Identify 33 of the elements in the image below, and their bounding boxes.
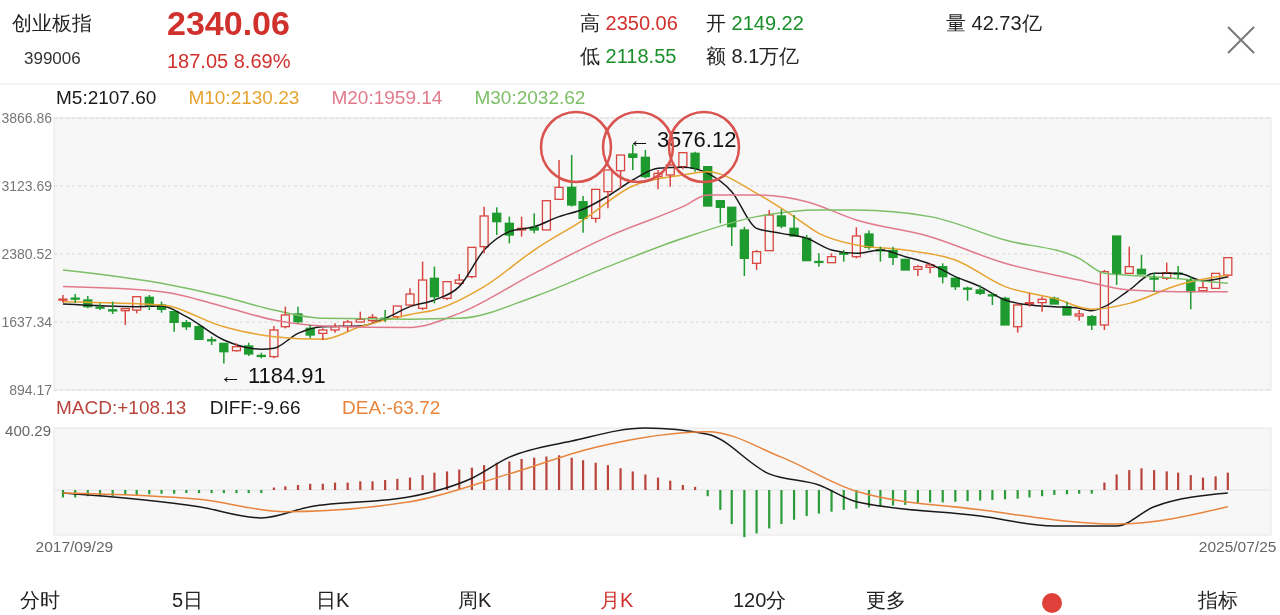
text: DEA:-63.72 (342, 397, 441, 418)
text: 周K (458, 589, 492, 611)
text: MACD:+108.13 (56, 397, 187, 418)
text: 日K (316, 589, 350, 611)
text: M10:2130.23 (188, 87, 300, 108)
text: 2340.06 (167, 4, 290, 42)
text: M5:2107.60 (56, 87, 157, 108)
text: 量 42.73亿 (946, 12, 1042, 34)
text: M30:2032.62 (474, 87, 586, 108)
text: M20:1959.14 (331, 87, 443, 108)
y-tick-label: 1637.34 (1, 313, 53, 330)
y-tick-label: 3123.69 (1, 177, 53, 194)
y-tick-label: 2380.52 (1, 245, 53, 262)
text: DIFF:-9.66 (209, 397, 301, 418)
text: 更多 (866, 589, 906, 611)
text: 额 8.1万亿 (706, 45, 800, 67)
text: 创业板指 (12, 12, 92, 34)
text: 高 2350.06 (580, 12, 678, 34)
text: 分时 (20, 589, 60, 611)
text: 187.05 8.69% (167, 50, 291, 72)
annotation: ← 1184.91 (219, 363, 326, 389)
text: 月K (600, 589, 634, 611)
text: 400.29 (5, 422, 51, 439)
y-tick-label: 894.17 (9, 381, 53, 398)
x-tick-label: 2025/07/25 (1198, 538, 1277, 555)
y-tick-label: 3866.86 (1, 109, 53, 126)
x-tick-label: 2017/09/29 (35, 538, 114, 555)
text: 低 2118.55 (580, 45, 677, 67)
text: 5日 (172, 589, 204, 611)
text: 120分 (733, 589, 787, 611)
text: 开 2149.22 (706, 12, 804, 34)
text: 指标 (1197, 589, 1238, 611)
text: 399006 (24, 49, 81, 68)
